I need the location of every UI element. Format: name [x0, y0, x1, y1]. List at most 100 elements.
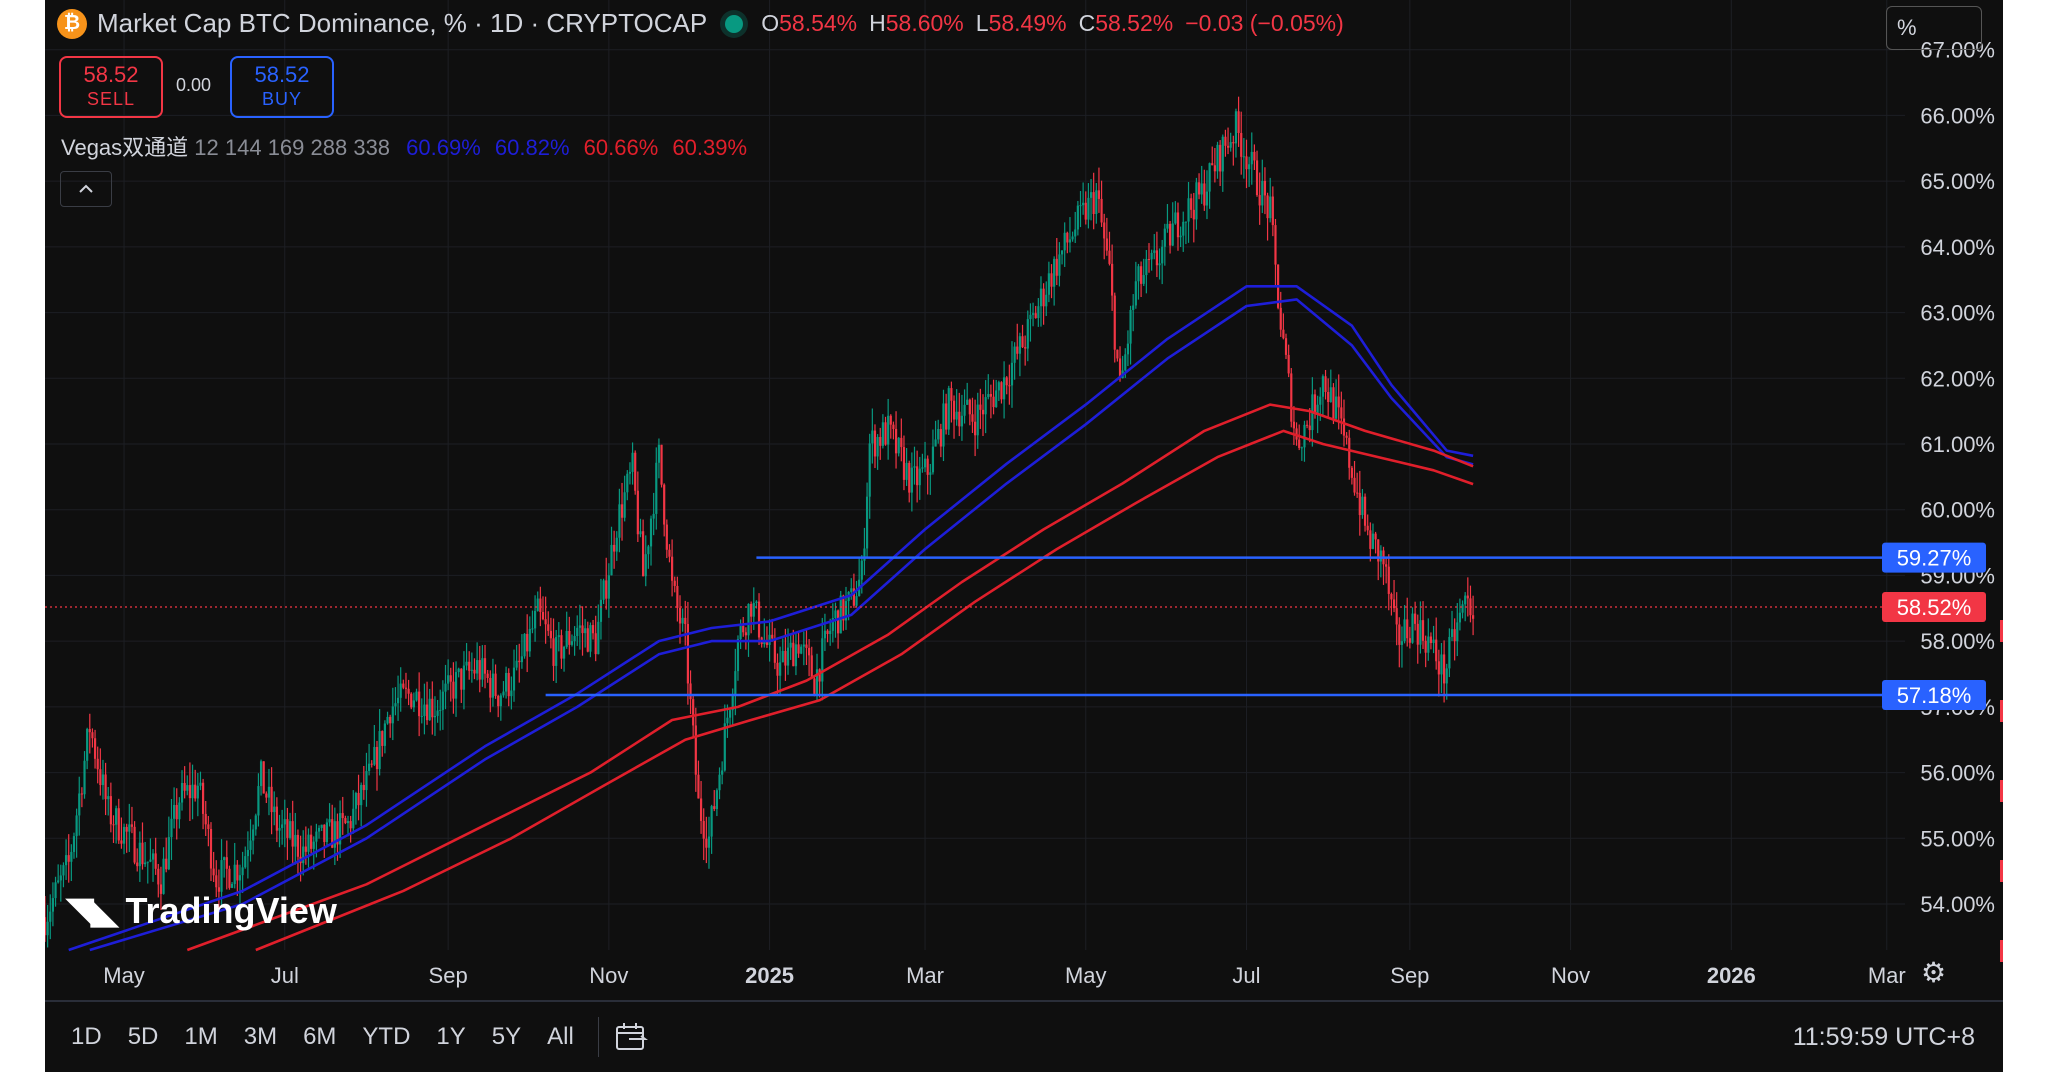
candle-body: [1082, 202, 1085, 206]
range-6m[interactable]: 6M: [303, 1023, 337, 1050]
candle-body: [281, 824, 284, 828]
range-5d[interactable]: 5D: [127, 1023, 159, 1050]
sell-button[interactable]: 58.52 SELL: [59, 56, 163, 118]
candle-body: [1100, 198, 1103, 223]
indicator-legend[interactable]: Vegas双通道 12 144 169 288 338 60.69% 60.82…: [61, 130, 755, 162]
candle-body: [1258, 195, 1261, 206]
x-tick-label: 2025: [745, 963, 794, 988]
candle-body: [757, 601, 761, 638]
candle-body: [900, 437, 903, 448]
candle-body: [1282, 329, 1285, 339]
calendar-range-icon[interactable]: [615, 1022, 649, 1052]
scale-mode-input[interactable]: %: [1886, 6, 1982, 50]
range-5y[interactable]: 5Y: [491, 1023, 522, 1050]
candle-body: [188, 785, 192, 799]
candle-body: [1076, 205, 1079, 230]
candle-body: [855, 596, 858, 606]
candle-body: [120, 840, 123, 844]
candle-body: [1034, 313, 1037, 319]
candle-body: [916, 466, 919, 486]
candle-body: [323, 824, 326, 842]
x-tick-label: Jul: [1232, 963, 1260, 988]
range-1y[interactable]: 1Y: [436, 1023, 466, 1050]
candle-body: [1039, 288, 1043, 307]
candle-body: [610, 544, 613, 576]
close-label: C: [1078, 10, 1096, 36]
candle-body: [1319, 396, 1322, 405]
candle-body: [1390, 593, 1393, 600]
range-ytd[interactable]: YTD: [362, 1023, 411, 1050]
candle-body: [125, 826, 128, 832]
candle-body: [852, 588, 856, 606]
candle-body: [1292, 421, 1296, 429]
candle-body: [233, 864, 236, 884]
candle-body: [808, 647, 811, 656]
x-tick-label: Sep: [429, 963, 468, 988]
candle-body: [673, 580, 676, 586]
candle-body: [1113, 295, 1116, 350]
candle-body: [54, 882, 57, 899]
candle-body: [591, 625, 595, 634]
buy-button[interactable]: 58.52 BUY: [230, 56, 334, 118]
y-tick-label: 58.00%: [1920, 629, 1995, 654]
candle-body: [1398, 624, 1401, 645]
candle-body: [518, 660, 521, 663]
candle-body: [1066, 232, 1069, 243]
candle-body: [75, 815, 78, 837]
range-1m[interactable]: 1M: [184, 1023, 218, 1050]
candle-body: [507, 672, 510, 697]
candle-body: [1248, 164, 1251, 170]
symbol-title[interactable]: Market Cap BTC Dominance, % · 1D · CRYPT…: [97, 8, 708, 38]
candle-body: [823, 630, 827, 639]
candle-body: [244, 856, 247, 868]
candle-body: [1448, 636, 1451, 669]
candle-body: [1021, 336, 1024, 348]
range-1d[interactable]: 1D: [71, 1023, 102, 1050]
candle-body: [1229, 142, 1232, 148]
candle-body: [1192, 209, 1195, 220]
candle-body: [262, 761, 265, 794]
candle-body: [167, 837, 170, 870]
candle-body: [320, 824, 323, 828]
candle-body: [230, 883, 234, 888]
collapse-legend-button[interactable]: [60, 171, 112, 207]
candle-body: [433, 715, 437, 718]
candle-body: [902, 447, 906, 480]
candle-body: [644, 554, 647, 577]
candle-body: [436, 710, 439, 716]
candle-body: [444, 683, 447, 692]
candle-body: [302, 846, 305, 864]
candle-body: [415, 691, 418, 701]
candle-body: [341, 813, 344, 819]
settings-gear-icon[interactable]: ⚙: [1921, 957, 1947, 988]
candle-body: [623, 492, 626, 518]
indicator-name: Vegas双通道: [61, 135, 189, 160]
candle-body: [547, 624, 550, 631]
sell-label: SELL: [86, 89, 136, 109]
candle-body: [259, 761, 263, 787]
candle-body: [1179, 235, 1182, 238]
candle-body: [1461, 604, 1464, 613]
candle-body: [460, 668, 463, 690]
candle-body: [573, 636, 576, 642]
horizontal-line-label-bg: [1882, 542, 1986, 573]
candle-body: [655, 462, 658, 514]
price-chart[interactable]: 54.00%55.00%56.00%57.00%58.00%59.00%60.0…: [45, 0, 2003, 1000]
candle-body: [64, 855, 68, 866]
candle-body: [1266, 195, 1269, 219]
candle-body: [1308, 425, 1311, 431]
candle-body: [705, 838, 708, 848]
range-3m[interactable]: 3M: [243, 1023, 278, 1050]
candle-body: [836, 610, 840, 634]
candle-body: [1406, 619, 1409, 639]
low-value: 58.49%: [988, 10, 1067, 36]
y-tick-label: 54.00%: [1920, 892, 1995, 917]
candle-body: [349, 821, 352, 829]
candle-body: [747, 603, 750, 636]
candle-body: [952, 400, 956, 420]
candle-body: [1142, 275, 1145, 284]
range-all[interactable]: All: [547, 1023, 574, 1050]
clock-display[interactable]: 11:59:59 UTC+8: [1792, 1022, 1975, 1051]
candle-body: [1026, 319, 1029, 349]
y-tick-label: 65.00%: [1920, 169, 1995, 194]
